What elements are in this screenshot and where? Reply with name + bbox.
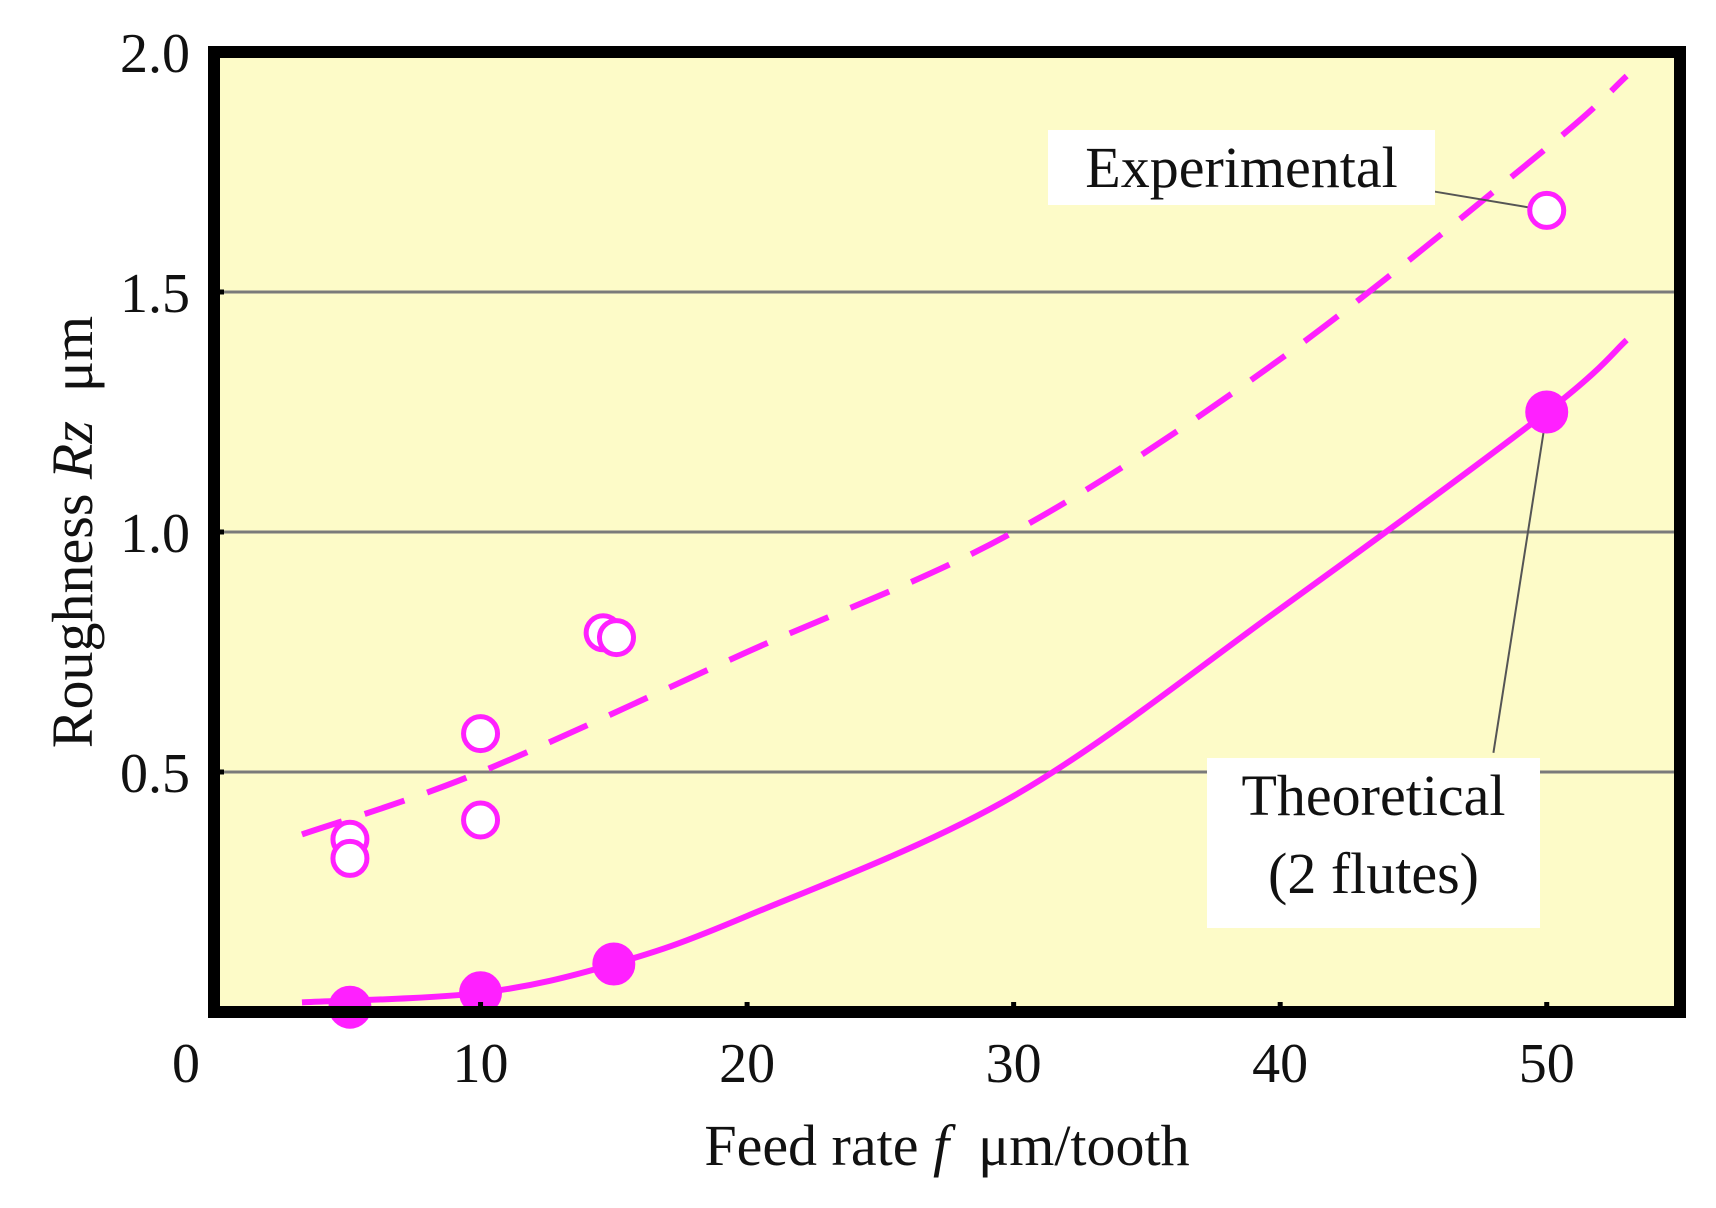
y-tick-label: 1.5 <box>120 263 190 325</box>
axis-ticks: 0 10 20 30 40 50 0.5 1.0 1.5 2.0 <box>120 23 1575 1095</box>
x-tick-label: 40 <box>1252 1033 1308 1095</box>
theoretical-point <box>1525 390 1569 434</box>
x-tick-label: 10 <box>453 1033 509 1095</box>
experimental-point <box>461 800 501 840</box>
x-tick-label: 20 <box>719 1033 775 1095</box>
experimental-point <box>596 618 636 658</box>
x-tick-label: 30 <box>986 1033 1042 1095</box>
y-axis-label-suffix: μm <box>40 316 105 421</box>
x-tick-label: 0 <box>172 1033 200 1095</box>
x-tick-label: 50 <box>1519 1033 1575 1095</box>
experimental-label-background <box>1048 130 1435 205</box>
fit-curves <box>300 73 1629 1006</box>
theoretical-label-line: Theoretical <box>1241 763 1505 828</box>
y-tick-label: 0.5 <box>120 743 190 805</box>
experimental-point <box>1527 190 1567 230</box>
annotations: Experimental Theoretical (2 flutes) <box>1048 130 1540 928</box>
experimental-label: Experimental <box>1085 135 1397 200</box>
x-axis-label-suffix: μm/tooth <box>949 1113 1190 1178</box>
theoretical-label-line: (2 flutes) <box>1268 841 1479 906</box>
dashed-fit-curve <box>300 73 1629 838</box>
theoretical-point <box>592 942 636 986</box>
y-tick-label: 1.0 <box>120 503 190 565</box>
experimental-point <box>461 714 501 754</box>
y-tick-label: 2.0 <box>120 23 190 85</box>
y-axis-label-prefix: Roughness <box>40 479 105 748</box>
solid-fit-curve <box>301 337 1629 1006</box>
y-axis-label: Roughness Rz μm <box>40 316 105 748</box>
y-axis-label-symbol: Rz <box>40 421 105 480</box>
theoretical-leader-line <box>1492 411 1548 753</box>
x-axis-label: Feed rate f μm/tooth <box>704 1113 1189 1178</box>
theoretical-label-background <box>1207 758 1540 928</box>
experimental-point <box>330 838 370 878</box>
x-axis-label-prefix: Feed rate <box>704 1113 933 1178</box>
